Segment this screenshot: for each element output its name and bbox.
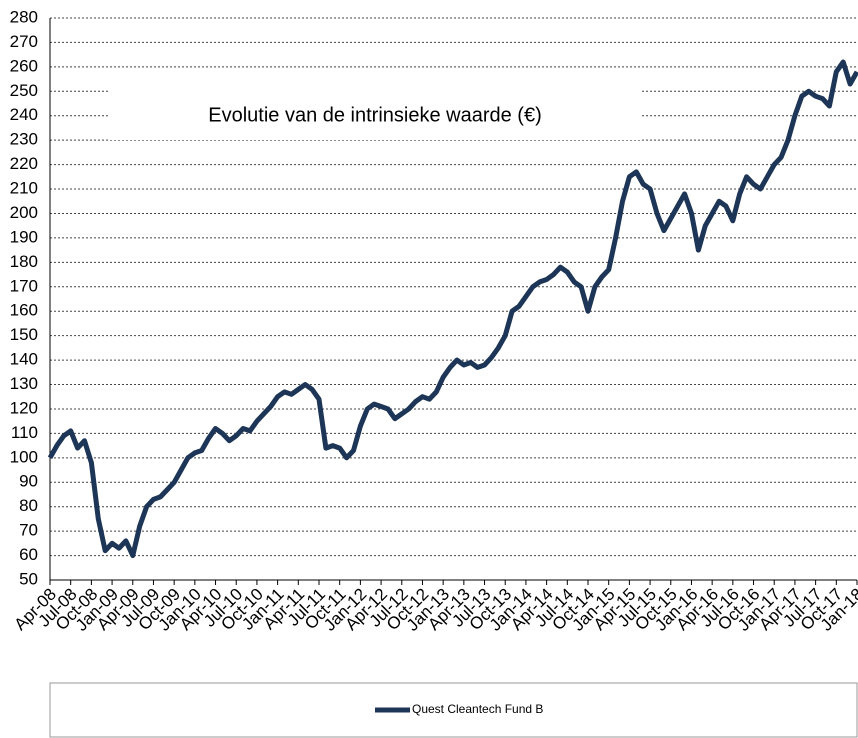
y-tick-label: 80 bbox=[19, 496, 38, 515]
y-tick-label: 230 bbox=[10, 130, 38, 149]
y-tick-label: 60 bbox=[19, 545, 38, 564]
y-tick-label: 190 bbox=[10, 227, 38, 246]
y-tick-label: 180 bbox=[10, 252, 38, 271]
y-tick-label: 140 bbox=[10, 350, 38, 369]
y-tick-label: 120 bbox=[10, 398, 38, 417]
y-tick-label: 170 bbox=[10, 276, 38, 295]
y-tick-label: 200 bbox=[10, 203, 38, 222]
y-tick-label: 70 bbox=[19, 521, 38, 540]
y-tick-label: 130 bbox=[10, 374, 38, 393]
y-tick-label: 150 bbox=[10, 325, 38, 344]
chart-title: Evolutie van de intrinsieke waarde (€) bbox=[208, 104, 542, 126]
y-tick-label: 240 bbox=[10, 105, 38, 124]
y-tick-label: 220 bbox=[10, 154, 38, 173]
y-tick-label: 210 bbox=[10, 179, 38, 198]
y-tick-label: 260 bbox=[10, 56, 38, 75]
line-series bbox=[47, 59, 858, 559]
legend-box bbox=[49, 682, 858, 738]
y-tick-label: 90 bbox=[19, 472, 38, 491]
y-tick-label: 50 bbox=[19, 569, 38, 588]
y-tick-label: 110 bbox=[11, 423, 38, 442]
y-tick-label: 160 bbox=[10, 301, 38, 320]
legend-label: Quest Cleantech Fund B bbox=[412, 702, 543, 716]
y-tick-label: 100 bbox=[10, 447, 38, 466]
y-tick-label: 280 bbox=[10, 7, 38, 26]
title-box bbox=[110, 90, 640, 140]
y-tick-label: 270 bbox=[10, 32, 38, 51]
y-tick-label: 250 bbox=[10, 81, 38, 100]
